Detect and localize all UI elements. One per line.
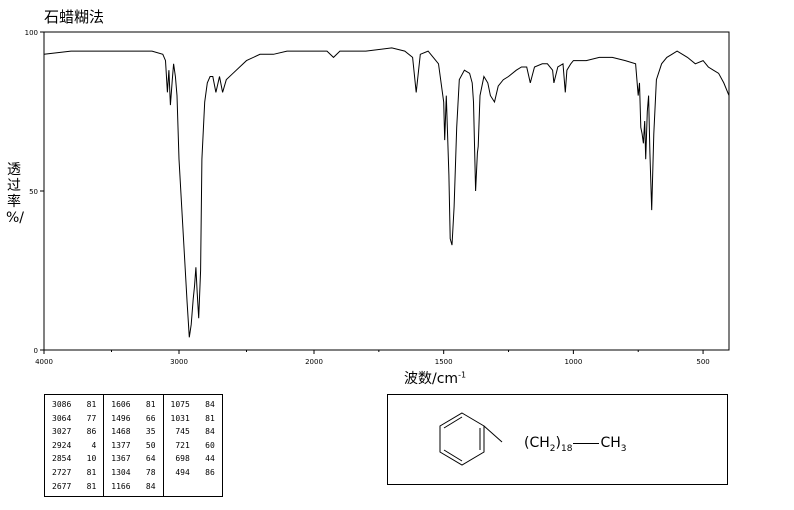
peak-transmittance: 64 bbox=[145, 454, 156, 464]
peak-row: 721 60 bbox=[170, 440, 216, 452]
peak-row: 1496 66 bbox=[110, 413, 156, 425]
x-axis-ticks: 4000 3000 2000 1500 1000 500 bbox=[35, 350, 710, 366]
plot-frame bbox=[43, 31, 730, 351]
peak-transmittance: 81 bbox=[145, 400, 156, 409]
peak-transmittance: 81 bbox=[86, 481, 97, 491]
peak-row: 1075 84 bbox=[170, 399, 216, 411]
peak-wavenumber: 2727 bbox=[52, 467, 72, 477]
peak-transmittance: 81 bbox=[205, 413, 215, 423]
peak-row: 3086 81 bbox=[51, 399, 97, 411]
repeat-count: 18 bbox=[560, 444, 573, 454]
peak-transmittance: 4 bbox=[91, 440, 97, 450]
peak-transmittance: 50 bbox=[145, 440, 156, 450]
peak-group-2: 1606 81 1496 66 1468 35 1377 50 1367 64 1304 78 1166… bbox=[103, 393, 164, 498]
peak-group-1: 3086 81 3064 77 3027 86 2924 4 2854 10 2727 81 2677 8… bbox=[43, 393, 105, 498]
peak-wavenumber: 494 bbox=[175, 467, 190, 477]
terminal-group: CH bbox=[600, 435, 621, 451]
peak-transmittance: 81 bbox=[86, 400, 97, 409]
peak-row: 2854 10 bbox=[51, 453, 97, 465]
y-axis-ticks: 0 50 100 bbox=[25, 29, 44, 355]
paren-close: ) bbox=[555, 435, 561, 451]
x-axis-label-exponent: -1 bbox=[458, 370, 467, 380]
terminal-subscript: 3 bbox=[620, 444, 627, 454]
y-axis-label: 透过率 %/ bbox=[6, 162, 25, 226]
benzene-ring-icon bbox=[439, 412, 503, 466]
peak-wavenumber: 745 bbox=[175, 427, 190, 437]
peak-row: 1606 81 bbox=[110, 399, 156, 411]
peak-wavenumber: 1031 bbox=[170, 413, 190, 423]
peak-row: 1377 50 bbox=[110, 440, 156, 452]
peak-row: 2727 81 bbox=[51, 467, 97, 479]
y-tick-label: 0 bbox=[34, 347, 38, 355]
peak-wavenumber: 1496 bbox=[111, 413, 131, 423]
peak-row: 1468 35 bbox=[110, 426, 156, 438]
peak-transmittance: 10 bbox=[86, 454, 97, 464]
x-tick-label: 1500 bbox=[435, 358, 453, 366]
peak-row: 494 86 bbox=[170, 467, 216, 479]
peak-wavenumber: 1166 bbox=[111, 481, 131, 491]
peak-wavenumber: 3027 bbox=[52, 427, 72, 437]
peak-row: 1166 84 bbox=[110, 481, 156, 493]
peak-wavenumber: 1377 bbox=[111, 440, 131, 450]
peak-row: 1367 64 bbox=[110, 453, 156, 465]
peak-transmittance: 84 bbox=[205, 400, 215, 409]
x-tick-label: 1000 bbox=[564, 358, 582, 366]
y-tick-label: 100 bbox=[25, 29, 38, 37]
peak-row: 3064 77 bbox=[51, 413, 97, 425]
peak-row: 698 44 bbox=[170, 453, 216, 465]
peak-row: 745 84 bbox=[170, 426, 216, 438]
peak-transmittance: 81 bbox=[86, 467, 97, 477]
peak-transmittance: 77 bbox=[86, 413, 97, 423]
peak-transmittance: 66 bbox=[145, 413, 156, 423]
chart-title: 石蜡糊法 bbox=[44, 8, 105, 26]
structure-box: (CH2)18 CH3 bbox=[387, 394, 728, 485]
y-tick-label: 50 bbox=[29, 188, 38, 196]
peak-wavenumber: 2854 bbox=[52, 454, 72, 464]
x-tick-label: 4000 bbox=[35, 358, 53, 366]
x-tick-label: 3000 bbox=[170, 358, 188, 366]
peak-transmittance: 84 bbox=[145, 481, 156, 491]
peak-wavenumber: 3064 bbox=[52, 413, 72, 423]
peak-wavenumber: 3086 bbox=[52, 400, 72, 409]
peak-row: 1031 81 bbox=[170, 413, 216, 425]
peak-transmittance: 86 bbox=[86, 427, 97, 437]
peak-row: 3027 86 bbox=[51, 426, 97, 438]
peak-wavenumber: 1468 bbox=[111, 427, 131, 437]
y-axis-label-text: 透过率 bbox=[7, 162, 21, 210]
peak-row: 2924 4 bbox=[51, 440, 97, 452]
peak-row: 2677 81 bbox=[51, 481, 97, 493]
chain-subscript: 2 bbox=[549, 444, 556, 454]
peak-wavenumber: 1304 bbox=[111, 467, 131, 477]
peak-transmittance: 78 bbox=[145, 467, 156, 477]
y-axis-label-unit: %/ bbox=[6, 210, 25, 226]
x-tick-label: 2000 bbox=[305, 358, 323, 366]
peak-wavenumber: 1367 bbox=[111, 454, 131, 464]
x-tick-label: 500 bbox=[696, 358, 709, 366]
spectrum-line bbox=[43, 47, 730, 338]
peak-transmittance: 44 bbox=[205, 454, 215, 464]
peak-transmittance: 35 bbox=[145, 427, 156, 437]
peak-row: 1304 78 bbox=[110, 467, 156, 479]
peak-wavenumber: 1075 bbox=[170, 400, 190, 409]
peak-table: 3086 81 3064 77 3027 86 2924 4 2854 10 2727 81 2677 8… bbox=[43, 393, 223, 498]
peak-wavenumber: 698 bbox=[175, 454, 190, 464]
chain-group: CH bbox=[529, 435, 550, 451]
peak-wavenumber: 1606 bbox=[111, 400, 131, 409]
peak-group-3: 1075 84 1031 81 745 84 721 60 698 44 494 86 bbox=[162, 393, 223, 498]
peak-wavenumber: 2924 bbox=[52, 440, 72, 450]
peak-wavenumber: 2677 bbox=[52, 481, 72, 491]
paren-open: ( bbox=[524, 435, 530, 451]
peak-transmittance: 84 bbox=[205, 427, 215, 437]
alkyl-chain-formula: (CH2)18 CH3 bbox=[524, 435, 627, 454]
x-axis-label: 波数/cm-1 bbox=[404, 368, 466, 388]
peak-transmittance: 60 bbox=[205, 440, 215, 450]
peak-wavenumber: 721 bbox=[175, 440, 190, 450]
x-axis-label-text: 波数/cm bbox=[404, 371, 459, 387]
ir-spectrum-chart: 4000 3000 2000 1500 1000 500 0 50 100 bbox=[25, 29, 730, 366]
peak-transmittance: 86 bbox=[205, 467, 215, 477]
bond-line bbox=[573, 442, 600, 444]
